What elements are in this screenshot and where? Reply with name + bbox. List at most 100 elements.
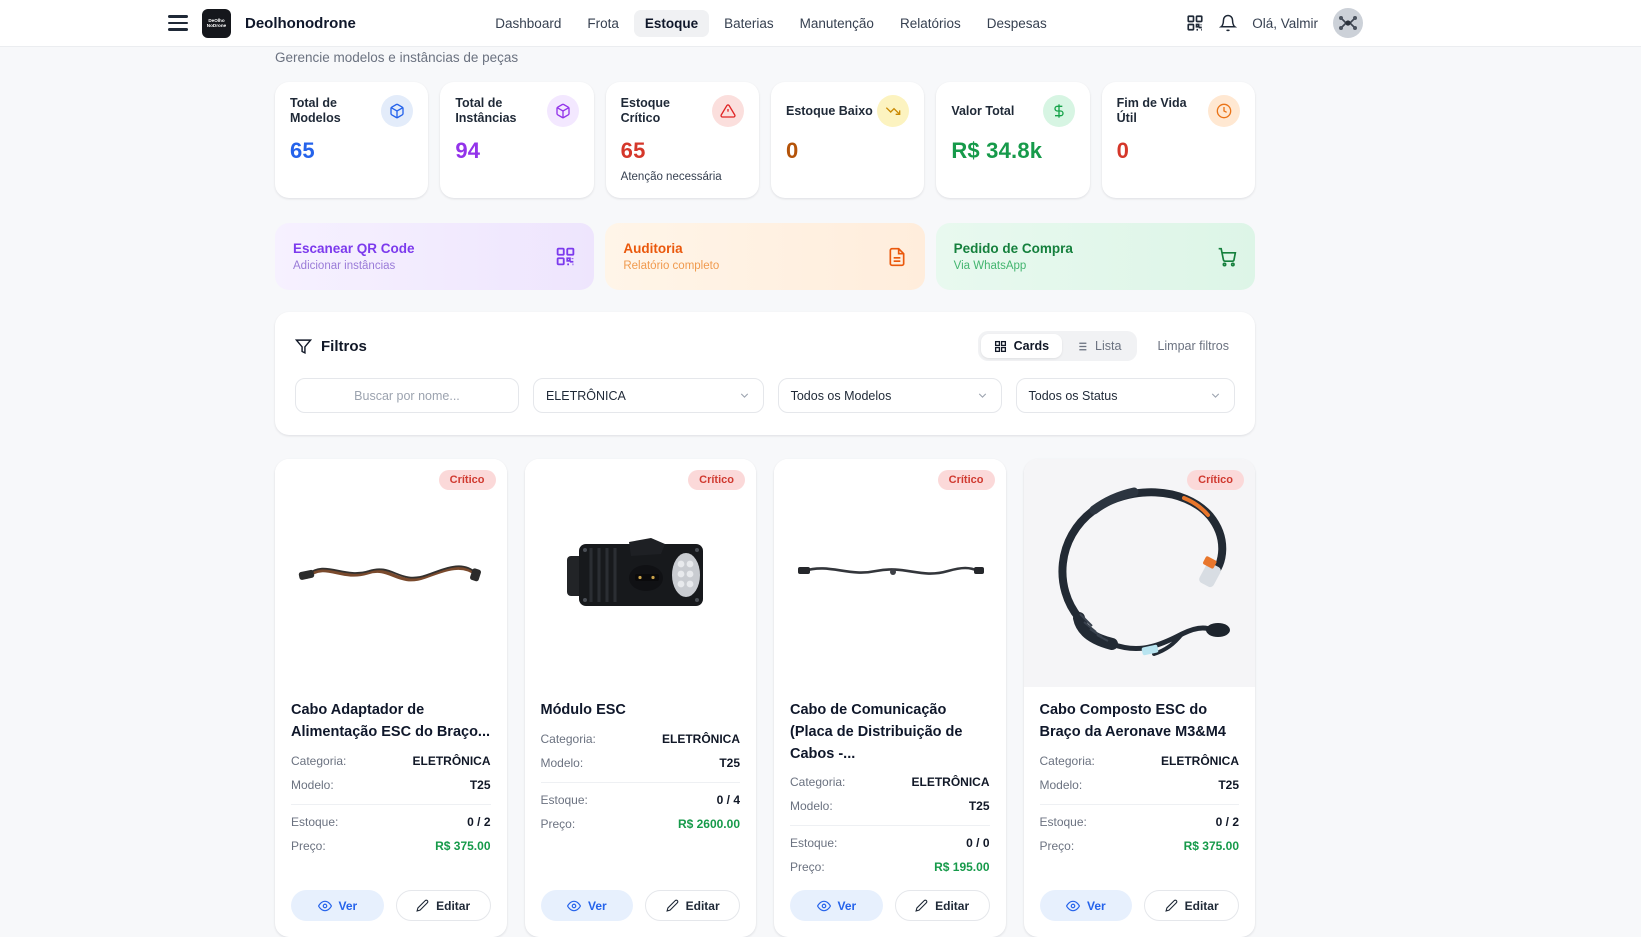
stat-label: Fim de Vida Útil [1116, 96, 1187, 125]
grid-icon [994, 340, 1007, 353]
product-title: Cabo Composto ESC do Braço da Aeronave M… [1039, 702, 1226, 740]
nav-item-baterias[interactable]: Baterias [724, 15, 774, 31]
view-lista-label: Lista [1095, 339, 1122, 353]
esc-module-image [567, 538, 704, 606]
pencil-icon [1164, 899, 1178, 912]
model-select[interactable]: Todos os Modelos [777, 378, 1002, 413]
stat-label: Valor Total [951, 103, 1015, 118]
divider [540, 781, 740, 783]
chevron-down-icon [738, 389, 751, 402]
nav-item-estoque[interactable]: Estoque [633, 9, 710, 37]
view-button[interactable]: Ver [1039, 890, 1133, 922]
view-button[interactable]: Ver [790, 890, 883, 922]
divider [790, 825, 990, 827]
product-title: Módulo ESC [540, 702, 626, 718]
brand-group: DeOlho NoDrone Deolhonodrone [168, 8, 356, 38]
brand-title: Deolhonodrone [245, 14, 356, 32]
stat-card-estoque-baixo: Estoque Baixo 0 [770, 82, 925, 198]
view-toggle-lista[interactable]: Lista [1062, 334, 1134, 358]
action-title: Escanear QR Code [293, 241, 415, 256]
product-card-modulo-esc[interactable]: Crítico [524, 459, 756, 937]
stat-label: Total de Modelos [290, 96, 341, 125]
status-badge: Crítico [688, 470, 745, 490]
nav-item-frota[interactable]: Frota [587, 15, 619, 31]
stock-label: Estoque: [790, 836, 838, 851]
stock-label: Estoque: [540, 792, 588, 807]
product-title: Cabo Adaptador de Alimentação ESC do Bra… [291, 702, 491, 740]
edit-button[interactable]: Editar [1144, 890, 1239, 922]
stat-card-fim-vida-util: Fim de Vida Útil 0 [1101, 82, 1255, 198]
avatar[interactable] [1333, 8, 1363, 38]
model-label: Modelo: [790, 799, 833, 814]
edit-button-label: Editar [436, 898, 471, 913]
edit-button-label: Editar [1184, 898, 1219, 913]
stat-note: Atenção necessária [620, 171, 722, 183]
category-select[interactable]: ELETRÔNICA [532, 378, 764, 413]
status-select[interactable]: Todos os Status [1015, 378, 1235, 413]
action-pedido-compra[interactable]: Pedido de Compra Via WhatsApp [935, 223, 1255, 290]
trending-down-icon [877, 95, 910, 127]
chevron-down-icon [1209, 389, 1222, 402]
pencil-icon [665, 899, 679, 912]
category-label: Categoria: [540, 731, 596, 746]
page-subtitle: Gerencie modelos e instâncias de peças [275, 50, 519, 65]
app-logo[interactable]: DeOlho NoDrone [202, 8, 231, 38]
stat-card-total-modelos: Total de Modelos 65 [275, 82, 429, 198]
stat-value: 65 [620, 138, 646, 163]
category-value: ELETRÔNICA [911, 775, 990, 790]
eye-icon [1066, 899, 1081, 913]
action-scan-qr[interactable]: Escanear QR Code Adicionar instâncias [275, 223, 595, 290]
qr-scan-button[interactable] [1186, 14, 1204, 32]
category-label: Categoria: [790, 775, 846, 790]
stat-value: 0 [785, 138, 799, 163]
product-image: Crítico [275, 459, 507, 687]
edit-button-label: Editar [935, 898, 970, 913]
price-value: R$ 195.00 [934, 860, 990, 875]
notifications-button[interactable] [1219, 14, 1238, 32]
hamburger-menu-icon[interactable] [168, 15, 188, 31]
view-button[interactable]: Ver [540, 890, 634, 922]
price-label: Preço: [291, 838, 326, 853]
filter-funnel-icon [295, 338, 312, 355]
stat-value: 0 [1116, 138, 1130, 163]
edit-button[interactable]: Editar [894, 890, 990, 922]
filters-title: Filtros [321, 337, 367, 355]
chevron-down-icon [976, 389, 989, 402]
stock-label: Estoque: [291, 814, 339, 829]
nav-item-despesas[interactable]: Despesas [986, 15, 1047, 31]
action-auditoria[interactable]: Auditoria Relatório completo [605, 223, 925, 290]
product-image: Crítico [1023, 459, 1255, 687]
model-value: T25 [719, 755, 740, 770]
header-right: Olá, Valmir [1186, 8, 1363, 38]
pencil-icon [915, 899, 928, 912]
model-label: Modelo: [291, 777, 334, 792]
edit-button[interactable]: Editar [645, 890, 740, 922]
search-input[interactable] [295, 378, 519, 413]
view-toggle-cards[interactable]: Cards [980, 334, 1063, 358]
product-card-cabo-composto[interactable]: Crítico [1023, 459, 1255, 937]
clock-icon [1207, 95, 1240, 127]
action-title: Pedido de Compra [953, 241, 1073, 256]
nav-item-dashboard[interactable]: Dashboard [495, 15, 562, 31]
nav-item-relatorios[interactable]: Relatórios [899, 15, 961, 31]
user-greeting: Olá, Valmir [1252, 15, 1318, 31]
price-value: R$ 375.00 [435, 838, 491, 853]
nav-item-manutencao[interactable]: Manutenção [799, 15, 874, 31]
edit-button[interactable]: Editar [395, 890, 491, 922]
status-badge: Crítico [438, 470, 496, 490]
model-select-value: Todos os Modelos [790, 388, 892, 403]
package-icon [381, 95, 414, 127]
view-button-label: Ver [588, 898, 607, 913]
logo-text-line2: NoDrone [206, 23, 227, 28]
product-card-cabo-comunicacao[interactable]: Crítico Cabo de Comunicação (Placa de Di… [774, 459, 1006, 937]
product-title: Cabo de Comunicação (Placa de Distribuiç… [790, 702, 963, 762]
qr-code-icon [1186, 14, 1204, 32]
model-label: Modelo: [1039, 777, 1083, 792]
clear-filters-button[interactable]: Limpar filtros [1151, 338, 1235, 354]
action-subtitle: Relatório completo [623, 260, 720, 272]
category-value: ELETRÔNICA [1161, 753, 1239, 768]
dollar-icon [1042, 95, 1075, 127]
product-card-cabo-adaptador[interactable]: Crítico Cabo Adaptador de Alimentação ES… [275, 459, 507, 937]
view-button[interactable]: Ver [291, 890, 384, 922]
product-image: Crítico [524, 459, 756, 687]
